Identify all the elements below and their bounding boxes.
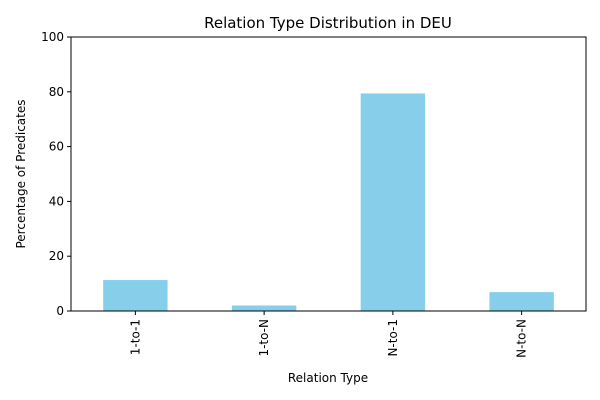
axes-layer: 0 20 40 60 80 100 1-to-1 1-to-N N-to-1 N-to-N [41, 30, 587, 358]
chart-title: Relation Type Distribution in DEU [204, 14, 452, 32]
bar-N-to-1 [360, 93, 426, 311]
bar-N-to-N [489, 292, 554, 311]
y-tick-label: 0 [56, 304, 64, 318]
bar-1-to-N [231, 305, 297, 311]
bars-layer [103, 93, 554, 311]
y-tick-label: 60 [49, 140, 64, 154]
plot-frame [70, 36, 587, 312]
x-axis-label: Relation Type [288, 371, 368, 385]
y-axis-label: Percentage of Predicates [14, 99, 28, 248]
y-tick-label: 80 [49, 85, 64, 99]
bar-1-to-1 [103, 280, 168, 311]
x-tick-label: 1-to-N [257, 319, 271, 357]
y-tick-label: 40 [49, 194, 64, 208]
x-tick-label: N-to-N [515, 319, 529, 358]
x-tick-label: 1-to-1 [128, 319, 142, 355]
y-tick-label: 100 [41, 30, 64, 44]
y-tick-label: 20 [49, 249, 64, 263]
x-tick-label: N-to-1 [386, 319, 400, 357]
